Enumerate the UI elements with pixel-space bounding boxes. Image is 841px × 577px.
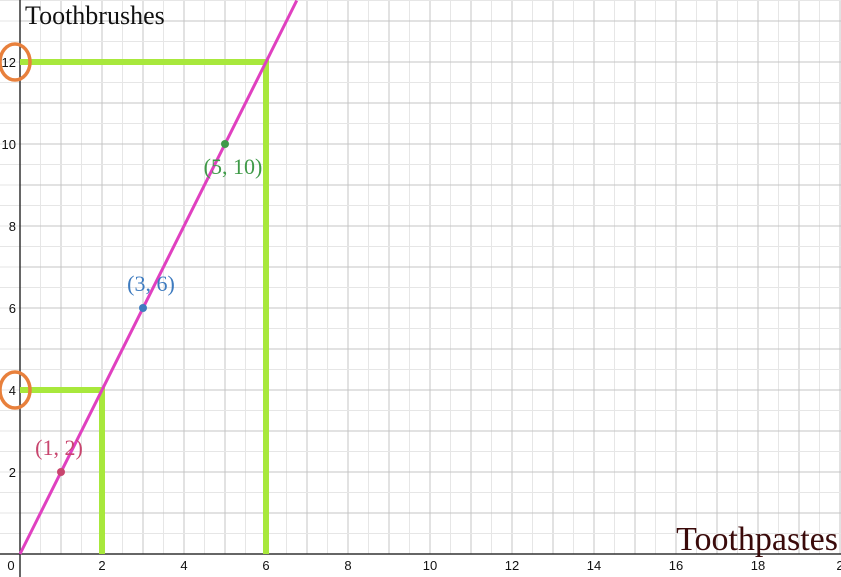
data-point <box>139 304 147 312</box>
x-tick-label: 14 <box>587 558 601 573</box>
x-tick-label: 10 <box>423 558 437 573</box>
y-tick-label: 12 <box>2 55 16 70</box>
trend-line <box>18 0 299 555</box>
highlight-circle <box>0 42 32 82</box>
highlight-circle <box>0 370 32 410</box>
x-tick-label: 18 <box>751 558 765 573</box>
y-tick-label: 10 <box>2 137 16 152</box>
data-point <box>57 468 65 476</box>
x-tick-label: 2 <box>836 558 841 573</box>
y-tick-label: 2 <box>9 465 16 480</box>
x-tick-label: 16 <box>669 558 683 573</box>
point-label: (3, 6) <box>127 271 175 296</box>
x-tick-label: 4 <box>180 558 187 573</box>
y-tick-label: 8 <box>9 219 16 234</box>
x-tick-label: 2 <box>98 558 105 573</box>
grid <box>0 0 841 554</box>
y-axis-title: Toothbrushes <box>25 1 165 30</box>
x-tick-label: 6 <box>262 558 269 573</box>
data-point <box>221 140 229 148</box>
x-axis-title: Toothpastes <box>676 521 838 558</box>
x-tick-label: 8 <box>344 558 351 573</box>
x-tick-label: 0 <box>7 558 14 573</box>
y-tick-label: 6 <box>9 301 16 316</box>
x-tick-label: 12 <box>505 558 519 573</box>
y-tick-label: 4 <box>9 383 16 398</box>
point-label: (5, 10) <box>204 154 263 179</box>
point-label: (1, 2) <box>35 435 83 460</box>
